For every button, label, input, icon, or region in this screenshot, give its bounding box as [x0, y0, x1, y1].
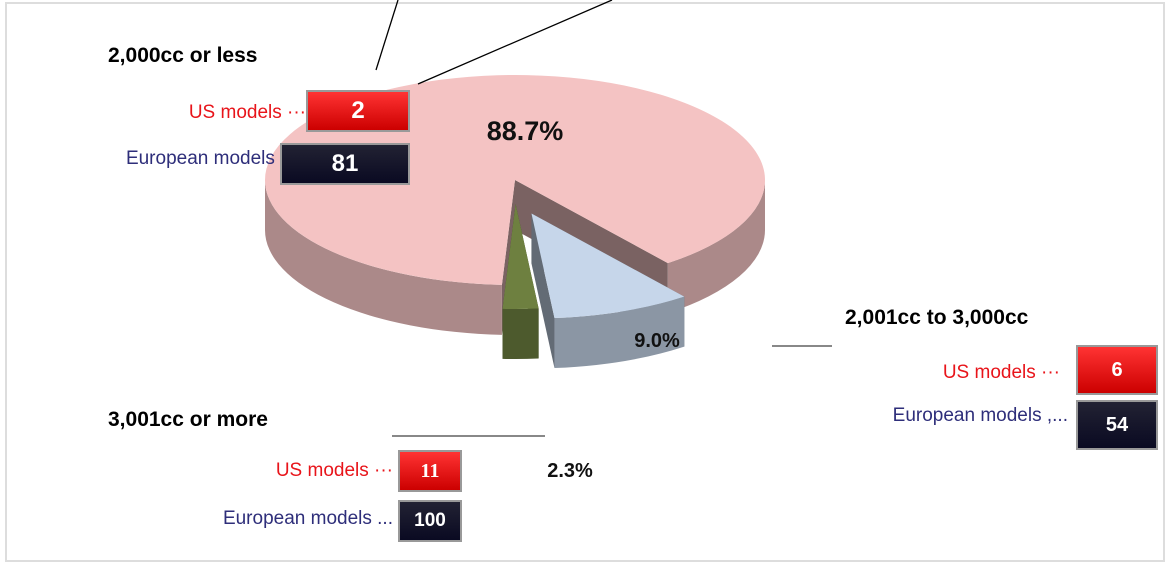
leader-line: [417, 0, 613, 85]
us-label: US models ···: [188, 102, 306, 123]
value-label: 2.3%: [547, 460, 593, 482]
slice-side: [265, 180, 502, 335]
leader-line: [375, 0, 399, 71]
eu-label: European models ...: [222, 508, 393, 529]
eu-label: European models ...: [126, 148, 296, 170]
slice-side: [502, 308, 539, 359]
group-title: 3,001cc or more: [108, 408, 268, 431]
us-count: 11: [398, 450, 462, 492]
value-label: 88.7%: [487, 116, 564, 146]
eu-label: European models ,...: [892, 405, 1068, 426]
us-label: US models ···: [942, 362, 1060, 383]
eu-label-text: European models: [125, 148, 275, 169]
slice: [531, 213, 685, 319]
eu-count: 81: [280, 143, 410, 185]
us-label-text: US models: [942, 362, 1036, 383]
eu-count: 54: [1076, 400, 1158, 450]
eu-count: 100: [398, 500, 462, 542]
us-label: US models ···: [275, 460, 393, 481]
eu-label-text: European models: [892, 405, 1042, 426]
slice-side: [554, 296, 685, 369]
value-label: 9.0%: [634, 330, 680, 352]
eu-label-text: European models: [222, 508, 372, 529]
us-count: 2: [306, 90, 410, 132]
slice-side: [667, 180, 765, 314]
group-title: 2,000cc or less: [108, 44, 258, 67]
slice-cut: [531, 213, 555, 369]
us-label-text: US models: [275, 460, 369, 481]
us-label-text: US models: [188, 102, 282, 123]
group-title: 2,001cc to 3,000cc: [845, 306, 1029, 329]
slice: [502, 203, 539, 309]
frame: [5, 2, 1165, 562]
us-count: 6: [1076, 345, 1158, 395]
